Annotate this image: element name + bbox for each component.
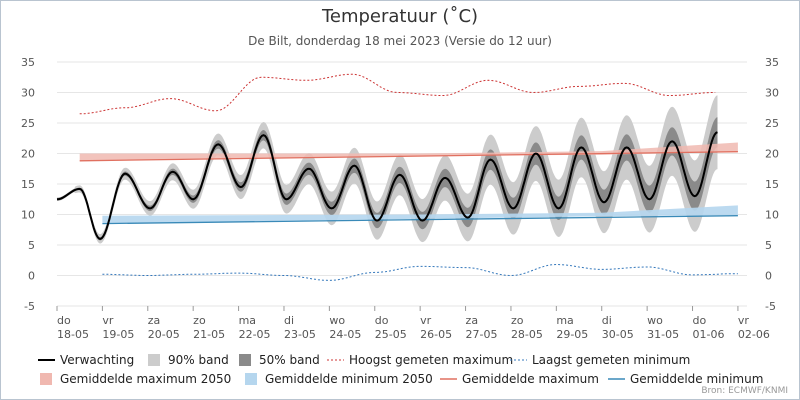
- x-tick-day-label: vr: [102, 314, 114, 327]
- x-tick-date-label: 22-05: [239, 328, 271, 341]
- y-tick-label-left: 5: [28, 239, 35, 252]
- legend-swatch-band90: [148, 354, 160, 366]
- x-tick-day-label: zo: [511, 314, 524, 327]
- legend-label-avg_max: Gemiddelde maximum: [462, 372, 599, 386]
- y-tick-label-right: 30: [765, 87, 779, 100]
- x-tick-day-label: wo: [329, 314, 345, 327]
- legend-label-record_min: Laagst gemeten minimum: [532, 353, 690, 367]
- x-tick-day-label: za: [466, 314, 479, 327]
- legend-swatch-avg_max_2050: [40, 373, 52, 385]
- y-tick-label-left: 30: [21, 87, 35, 100]
- y-tick-label-left: 10: [21, 209, 35, 222]
- x-tick-day-label: zo: [193, 314, 206, 327]
- x-tick-day-label: wo: [647, 314, 663, 327]
- y-tick-label-right: 5: [765, 239, 772, 252]
- y-tick-label-right: 35: [765, 56, 779, 69]
- x-tick-day-label: ma: [556, 314, 573, 327]
- x-tick-day-label: di: [602, 314, 612, 327]
- record-max-line: [79, 73, 716, 115]
- x-tick-date-label: 30-05: [602, 328, 634, 341]
- x-tick-date-label: 24-05: [329, 328, 361, 341]
- y-tick-label-left: 20: [21, 148, 35, 161]
- y-tick-label-right: 10: [765, 209, 779, 222]
- y-tick-label-right: 0: [765, 270, 772, 283]
- avg-min-2050-band: [102, 205, 738, 224]
- x-tick-date-label: 28-05: [511, 328, 543, 341]
- legend-label-forecast: Verwachting: [60, 353, 134, 367]
- x-tick-day-label: vr: [738, 314, 750, 327]
- legend-label-band90: 90% band: [168, 353, 229, 367]
- forecast-line: [56, 131, 718, 240]
- avg-max-line: [79, 151, 738, 162]
- x-tick-day-label: do: [57, 314, 71, 327]
- y-tick-label-right: 25: [765, 117, 779, 130]
- x-tick-date-label: 27-05: [466, 328, 498, 341]
- legend-swatch-avg_min_2050: [245, 373, 257, 385]
- record-min-line: [102, 263, 738, 281]
- y-tick-label-left: -5: [24, 300, 35, 313]
- x-tick-date-label: 26-05: [420, 328, 452, 341]
- x-tick-day-label: vr: [420, 314, 432, 327]
- y-tick-label-left: 0: [28, 270, 35, 283]
- x-tick-date-label: 23-05: [284, 328, 316, 341]
- avg-max-2050-band: [79, 142, 738, 161]
- x-tick-date-label: 01-06: [693, 328, 725, 341]
- y-tick-label-right: 20: [765, 148, 779, 161]
- x-tick-date-label: 18-05: [57, 328, 89, 341]
- x-tick-date-label: 29-05: [556, 328, 588, 341]
- legend-swatch-band50: [239, 354, 251, 366]
- y-tick-label-right: 15: [765, 178, 779, 191]
- legend-label-avg_min: Gemiddelde minimum: [630, 372, 763, 386]
- x-tick-day-label: za: [148, 314, 161, 327]
- legend-label-band50: 50% band: [259, 353, 320, 367]
- y-tick-label-left: 35: [21, 56, 35, 69]
- legend-label-avg_min_2050: Gemiddelde minimum 2050: [265, 372, 433, 386]
- x-tick-date-label: 02-06: [738, 328, 770, 341]
- y-tick-label-left: 15: [21, 178, 35, 191]
- source-credit: Bron: ECMWF/KNMI: [701, 386, 788, 396]
- legend-label-avg_max_2050: Gemiddelde maximum 2050: [60, 372, 231, 386]
- chart-title: Temperatuur (˚C): [321, 6, 479, 27]
- chart-subtitle: De Bilt, donderdag 18 mei 2023 (Versie d…: [248, 34, 552, 48]
- y-tick-label-right: -5: [765, 300, 776, 313]
- y-tick-label-left: 25: [21, 117, 35, 130]
- legend-label-record_max: Hoogst gemeten maximum: [349, 353, 513, 367]
- x-tick-date-label: 25-05: [375, 328, 407, 341]
- x-tick-day-label: do: [375, 314, 389, 327]
- x-tick-date-label: 19-05: [102, 328, 134, 341]
- x-tick-day-label: ma: [239, 314, 256, 327]
- x-tick-day-label: di: [284, 314, 294, 327]
- x-tick-day-label: do: [693, 314, 707, 327]
- x-tick-date-label: 31-05: [647, 328, 679, 341]
- x-tick-date-label: 20-05: [148, 328, 180, 341]
- x-tick-date-label: 21-05: [193, 328, 225, 341]
